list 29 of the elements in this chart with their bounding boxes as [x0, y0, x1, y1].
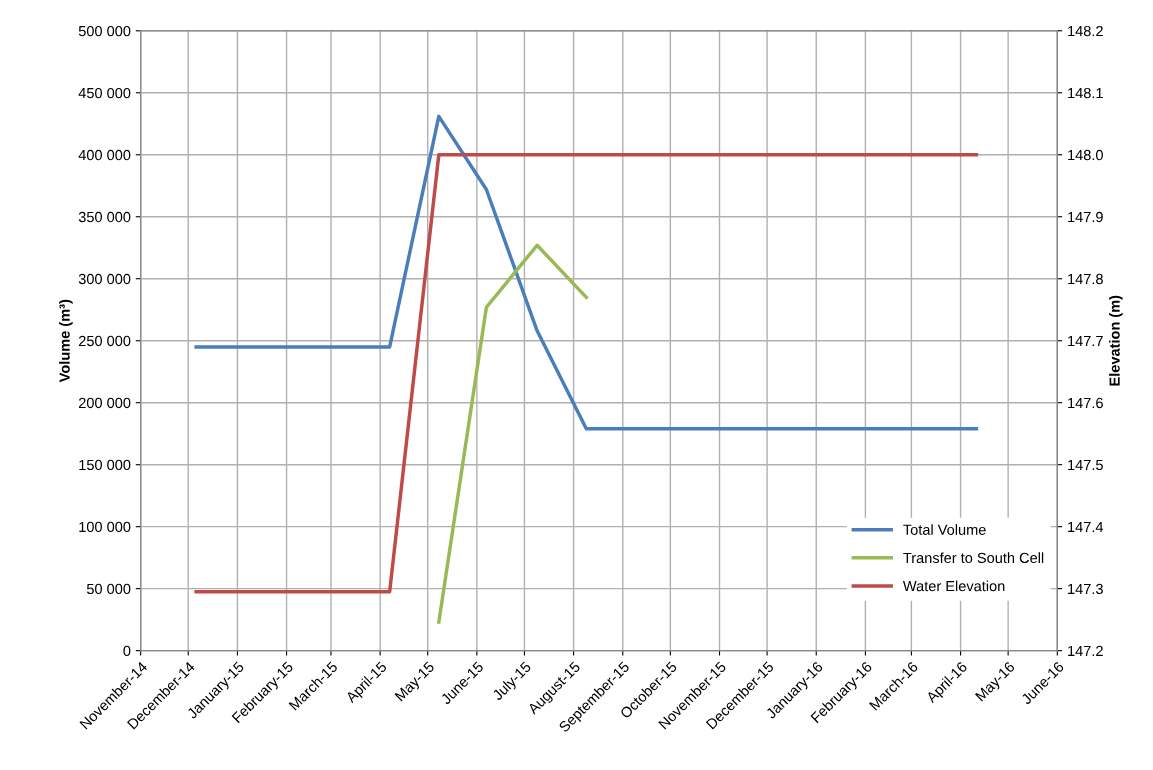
y2-tick-label: 147.8 — [1068, 273, 1103, 285]
y-tick-label: 200 000 — [78, 397, 131, 409]
y2-tick-label: 148.2 — [1068, 25, 1103, 37]
y-tick-label: 250 000 — [78, 335, 131, 347]
y2-tick-label: 147.5 — [1068, 459, 1103, 471]
y2-tick-label: 147.4 — [1068, 521, 1104, 532]
legend-label: Total Volume — [903, 524, 986, 535]
y2-tick-label: 147.2 — [1068, 645, 1103, 656]
y2-axis-title: Elevation (m) — [1109, 295, 1123, 386]
line-series — [437, 243, 589, 624]
y-tick-label: 150 000 — [79, 459, 131, 471]
y-tick-label: 500 000 — [78, 25, 131, 37]
y2-tick-label: 148.0 — [1068, 149, 1103, 161]
y2-tick-label: 147.9 — [1068, 211, 1103, 223]
y-tick-label: 100 000 — [79, 521, 131, 533]
y2-tick-label: 148.1 — [1068, 87, 1103, 99]
legend-label: Transfer to South Cell — [903, 552, 1044, 564]
y-tick-label: 0 — [123, 645, 131, 657]
y-tick-label: 450 000 — [78, 87, 131, 99]
y-tick-label: 300 000 — [78, 273, 131, 285]
line-series — [194, 114, 979, 431]
y-tick-label: 50 000 — [86, 583, 131, 595]
legend-label: Water Elevation — [902, 580, 1005, 592]
y-tick-label: 400 000 — [78, 149, 131, 161]
y2-tick-label: 147.6 — [1068, 397, 1103, 409]
y2-tick-label: 147.3 — [1068, 583, 1103, 595]
y-axis-title: Volume (m³) — [59, 299, 73, 383]
y-tick-label: 350 000 — [78, 211, 131, 223]
y2-tick-label: 147.7 — [1068, 335, 1103, 347]
